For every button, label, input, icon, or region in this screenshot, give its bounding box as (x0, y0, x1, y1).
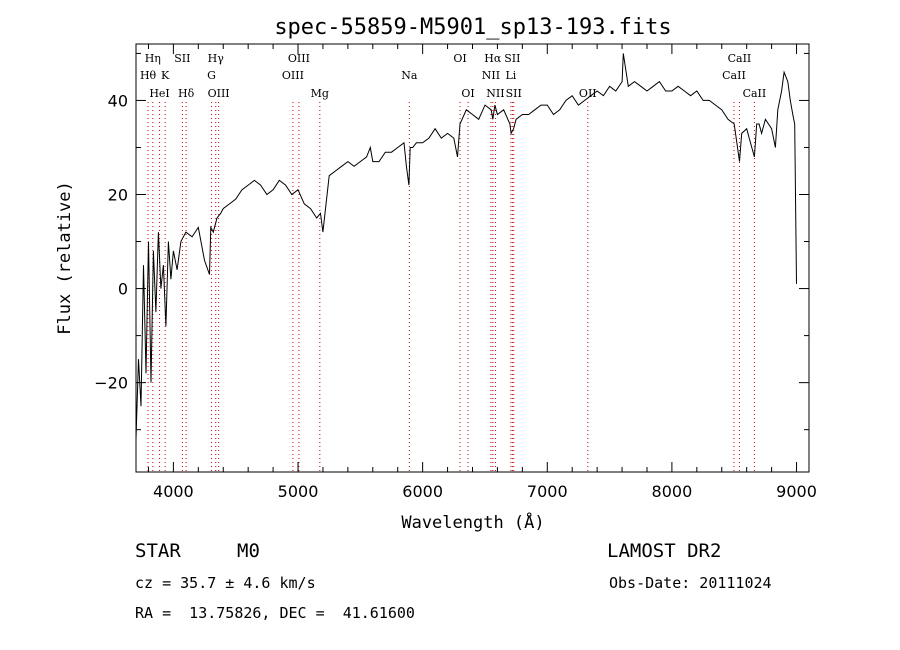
line-marker-label: Hδ (178, 87, 195, 100)
line-marker-label: OIII (288, 52, 310, 65)
object-class: STAR (135, 540, 181, 562)
object-subclass: M0 (237, 540, 260, 562)
obs-date-text: Obs-Date: 20111024 (609, 574, 772, 592)
line-marker-label: NII (486, 87, 504, 100)
line-marker-label: CaII (728, 52, 752, 65)
spectrum-line (135, 53, 797, 440)
survey-name: LAMOST DR2 (607, 540, 722, 562)
line-marker-label: OIII (282, 69, 304, 82)
line-marker-label: G (207, 69, 216, 82)
y-axis-label: Flux (relative) (55, 181, 75, 335)
line-marker-label: Hη (145, 52, 161, 65)
line-marker-label: K (161, 69, 170, 82)
line-marker-label: Hγ (208, 52, 225, 65)
x-tick-label: 7000 (527, 482, 568, 501)
line-marker-label: Hα (484, 52, 502, 65)
axis-ticks: 4000 5000 6000 7000 8000 9000 −20 0 20 40 (94, 44, 817, 501)
line-marker-label: Na (401, 69, 418, 82)
line-marker-label: OI (461, 87, 474, 100)
line-marker-label: CaII (743, 87, 767, 100)
line-marker-label: OII (579, 87, 597, 100)
line-marker-label: OIII (208, 87, 230, 100)
line-marker-label: Li (505, 69, 516, 82)
line-marker-label: Mg (311, 87, 329, 100)
line-marker-label: CaII (722, 69, 746, 82)
line-marker-label: SII (506, 87, 522, 100)
x-tick-label: 9000 (776, 482, 817, 501)
x-tick-label: 6000 (402, 482, 443, 501)
line-marker-label: OI (453, 52, 466, 65)
y-tick-label: −20 (94, 374, 128, 393)
line-marker-label: SII (504, 52, 520, 65)
redshift-text: cz = 35.7 ± 4.6 km/s (135, 574, 316, 592)
line-marker-label: Hθ (140, 69, 157, 82)
x-tick-label: 5000 (278, 482, 319, 501)
line-marker-label: NII (482, 69, 500, 82)
line-marker-label: HeI (149, 87, 169, 100)
x-tick-label: 8000 (652, 482, 693, 501)
y-tick-label: 0 (118, 280, 128, 299)
x-axis-label: Wavelength (Å) (401, 511, 544, 533)
line-marker-label: SII (174, 52, 190, 65)
y-tick-label: 40 (108, 91, 128, 110)
chart-title: spec-55859-M5901_sp13-193.fits (274, 15, 671, 40)
coordinates-text: RA = 13.75826, DEC = 41.61600 (135, 604, 415, 622)
x-tick-label: 4000 (153, 482, 194, 501)
plot-frame (135, 43, 810, 473)
y-tick-label: 20 (108, 186, 128, 205)
